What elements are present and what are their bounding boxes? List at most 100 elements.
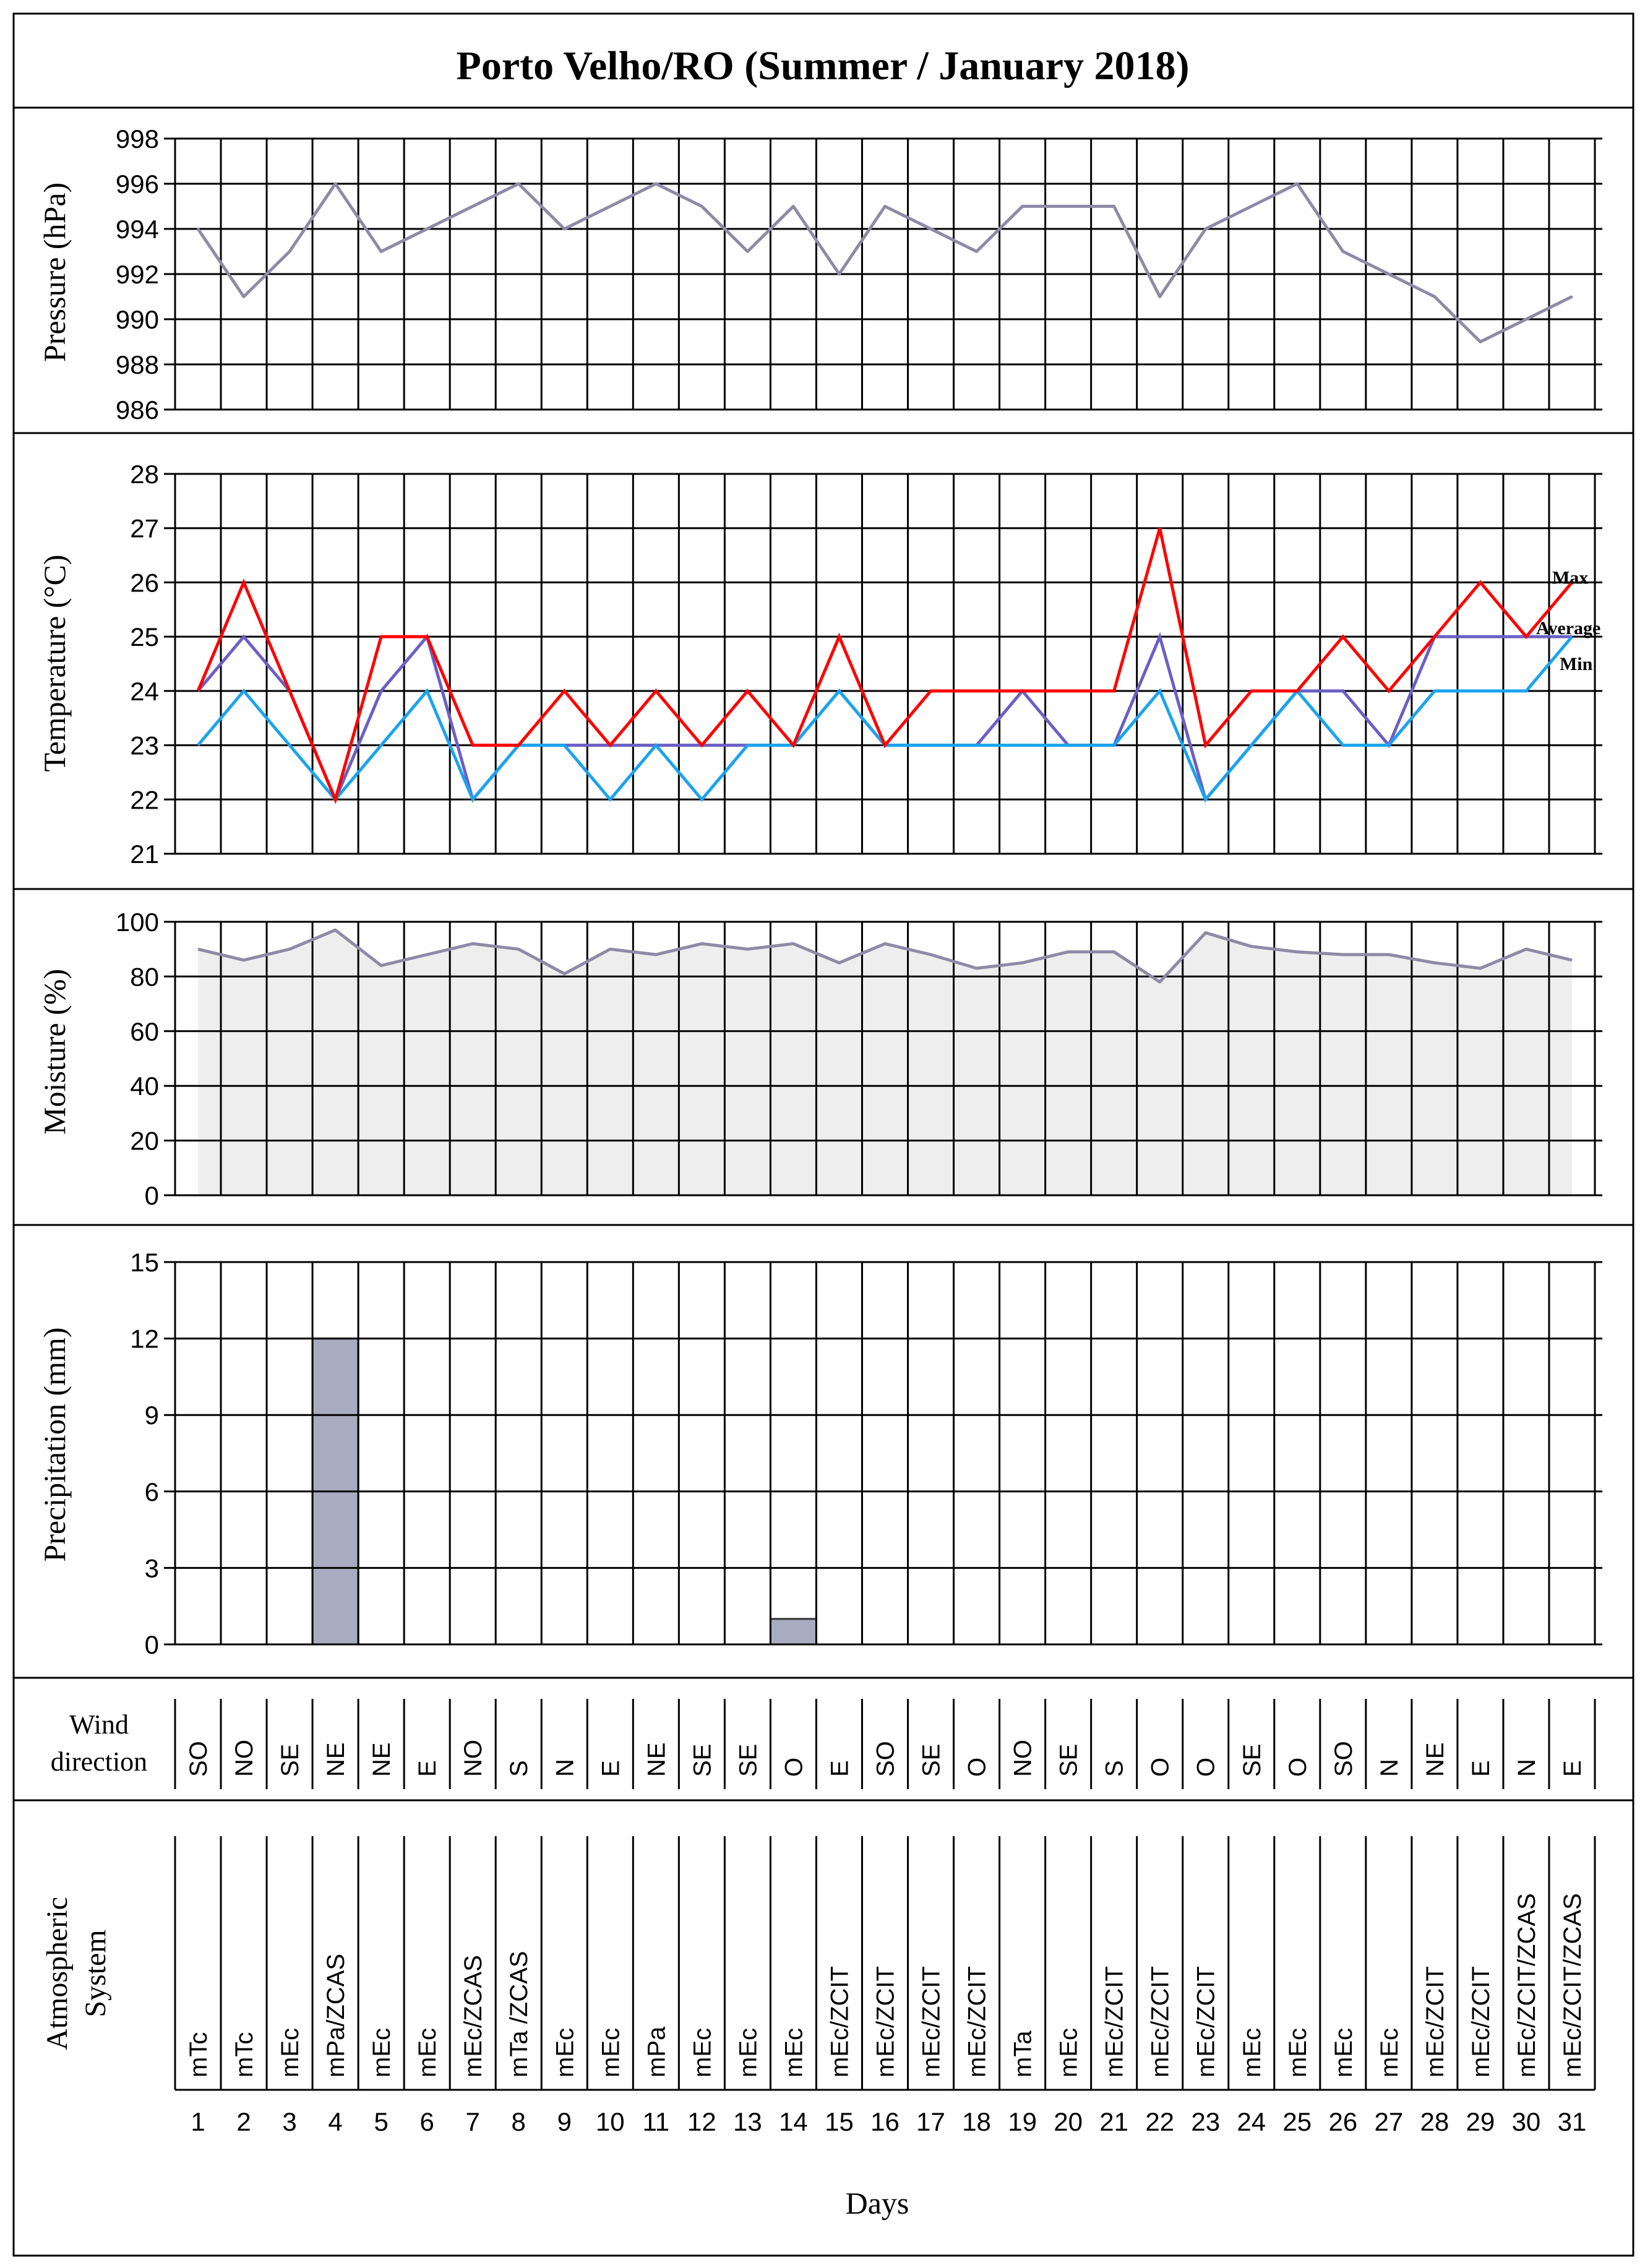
y-tick-label: 80 [130,962,159,991]
atmospheric-system-value: mTc [231,2032,258,2077]
pressure-point [1113,205,1115,207]
y-tick-label: 992 [116,260,159,289]
atmospheric-system-value: mEc/ZCIT [1422,1966,1449,2077]
pressure-point [426,228,428,230]
atmospheric-system-value: mEc [277,2028,304,2077]
day-label: 6 [419,2107,434,2136]
wind-grid [174,1699,1596,1789]
precipitation-grid [164,1261,1602,1646]
atmospheric-grid [174,1836,1596,2091]
y-tick-label: 996 [116,170,159,199]
y-tick-label: 990 [116,305,159,334]
wind-direction-value: SE [918,1744,945,1777]
y-tick-label: 24 [130,677,159,706]
pressure-point [746,251,749,252]
precipitation-bar [769,1618,817,1646]
atmospheric-system-value: mEc [1330,2028,1357,2077]
title-box [12,12,1634,109]
wind-direction-value: NE [643,1742,670,1777]
atmospheric-values: mTc mTc mEc mPa/ZCAS mEc mEc mEc/ZCAS mTa /ZCAS… [185,1893,1586,2077]
pressure-point [334,183,337,185]
day-label: 31 [1558,2107,1587,2136]
atmospheric-system-value: mEc [368,2028,395,2077]
wind-direction-value: SO [872,1741,900,1777]
moisture-tick-labels: 0 20 40 60 80 100 [116,908,159,1210]
atmospheric-system-value: mEc/ZCIT [1101,1966,1128,2077]
wind-direction-value: SE [689,1744,716,1777]
pressure-point [1021,205,1024,207]
pressure-point [792,205,794,207]
wind-direction-value: O [964,1758,991,1777]
moisture-grid [164,921,1602,1196]
wind-direction-value: O [780,1758,807,1777]
atmospheric-system-value: mEc/ZCIT [1467,1966,1495,2077]
temperature-tick-labels: 21 22 23 24 25 26 27 28 [130,460,159,869]
pressure-point [976,251,978,252]
day-label: 21 [1099,2107,1128,2136]
pressure-point [1067,205,1070,207]
y-tick-label: 25 [130,622,159,651]
day-label: 10 [596,2107,625,2136]
wind-direction-value: SO [185,1741,212,1777]
day-label: 25 [1282,2107,1312,2136]
wind-values: SO NO SE NE NE E NO S N E NE SE SE O E SO SE O NO SE S O O SE O S… [185,1740,1586,1777]
wind-direction-value: NE [1422,1742,1449,1777]
day-label: 14 [779,2107,808,2136]
pressure-point [243,296,245,298]
pressure-point [380,251,382,252]
pressure-point [1388,273,1390,275]
day-label: 29 [1466,2107,1495,2136]
moisture-line [197,928,1573,984]
atmospheric-system-value: mEc [597,2028,624,2077]
legend-label-min: Min [1560,654,1593,674]
wind-label-line2: direction [51,1746,147,1777]
pressure-point [1296,183,1299,185]
moisture-ylabel: Moisture (%) [37,969,72,1135]
y-tick-label: 6 [145,1477,159,1506]
precipitation-ylabel: Precipitation (mm) [37,1327,72,1561]
wind-direction-value: SE [277,1744,304,1777]
precipitation-panel: Precipitation (mm) 0 3 6 9 12 15 [14,1248,1633,1679]
atmospheric-system-value: mPa [643,2026,670,2077]
pressure-point [700,205,703,207]
day-label: 27 [1374,2107,1403,2136]
moisture-panel: Moisture (%) 0 20 40 60 80 100 [14,908,1633,1226]
pressure-series [196,182,1573,343]
day-label: 22 [1145,2107,1174,2136]
wind-direction-value: O [1284,1758,1312,1777]
y-tick-label: 988 [116,350,159,379]
y-tick-label: 23 [130,731,159,760]
temperature-series [196,528,1573,804]
temperature-grid [164,473,1602,855]
wind-direction-value: NO [1010,1740,1037,1777]
chart-title: Porto Velho/RO (Summer / January 2018) [457,43,1190,88]
max-temperature-line [196,528,1573,804]
atmospheric-system-value: mEc [1239,2028,1266,2077]
y-tick-label: 60 [130,1017,159,1046]
precipitation-tick-labels: 0 3 6 9 12 15 [130,1248,159,1659]
pressure-point [1205,228,1207,230]
wind-direction-value: SE [1239,1744,1266,1777]
day-tick-labels: 1 2 3 4 5 6 7 8 9 10 11 12 13 14 15 16 17 18 19 20 21 22 23 24 2… [191,2107,1586,2136]
pressure-point [1479,341,1482,343]
y-tick-label: 28 [130,460,159,489]
pressure-ylabel: Pressure (hPa) [37,183,72,362]
wind-direction-value: S [1101,1760,1128,1777]
pressure-panel: Pressure (hPa) 986 988 990 992 994 996 998 [14,124,1633,434]
wind-direction-value: E [597,1760,624,1777]
wind-direction-value: NE [368,1742,395,1777]
wind-direction-value: O [1147,1758,1174,1777]
day-label: 13 [733,2107,762,2136]
temperature-legend: Max Average Min [1536,567,1600,674]
wind-direction-value: E [1467,1760,1495,1777]
day-label: 11 [643,2107,670,2136]
legend-label-average: Average [1536,618,1600,638]
atmospheric-system-value: mEc/ZCIT [1193,1966,1220,2077]
atmospheric-system-value: mTa /ZCAS [505,1951,533,2077]
wind-direction-value: N [1376,1759,1403,1777]
day-label: 19 [1008,2107,1037,2136]
wind-direction-value: SE [1055,1744,1083,1777]
atmospheric-system-value: mEc [414,2028,441,2077]
atmospheric-system-value: mEc/ZCIT [918,1966,945,2077]
atmospheric-system-value: mEc/ZCIT [872,1966,900,2077]
